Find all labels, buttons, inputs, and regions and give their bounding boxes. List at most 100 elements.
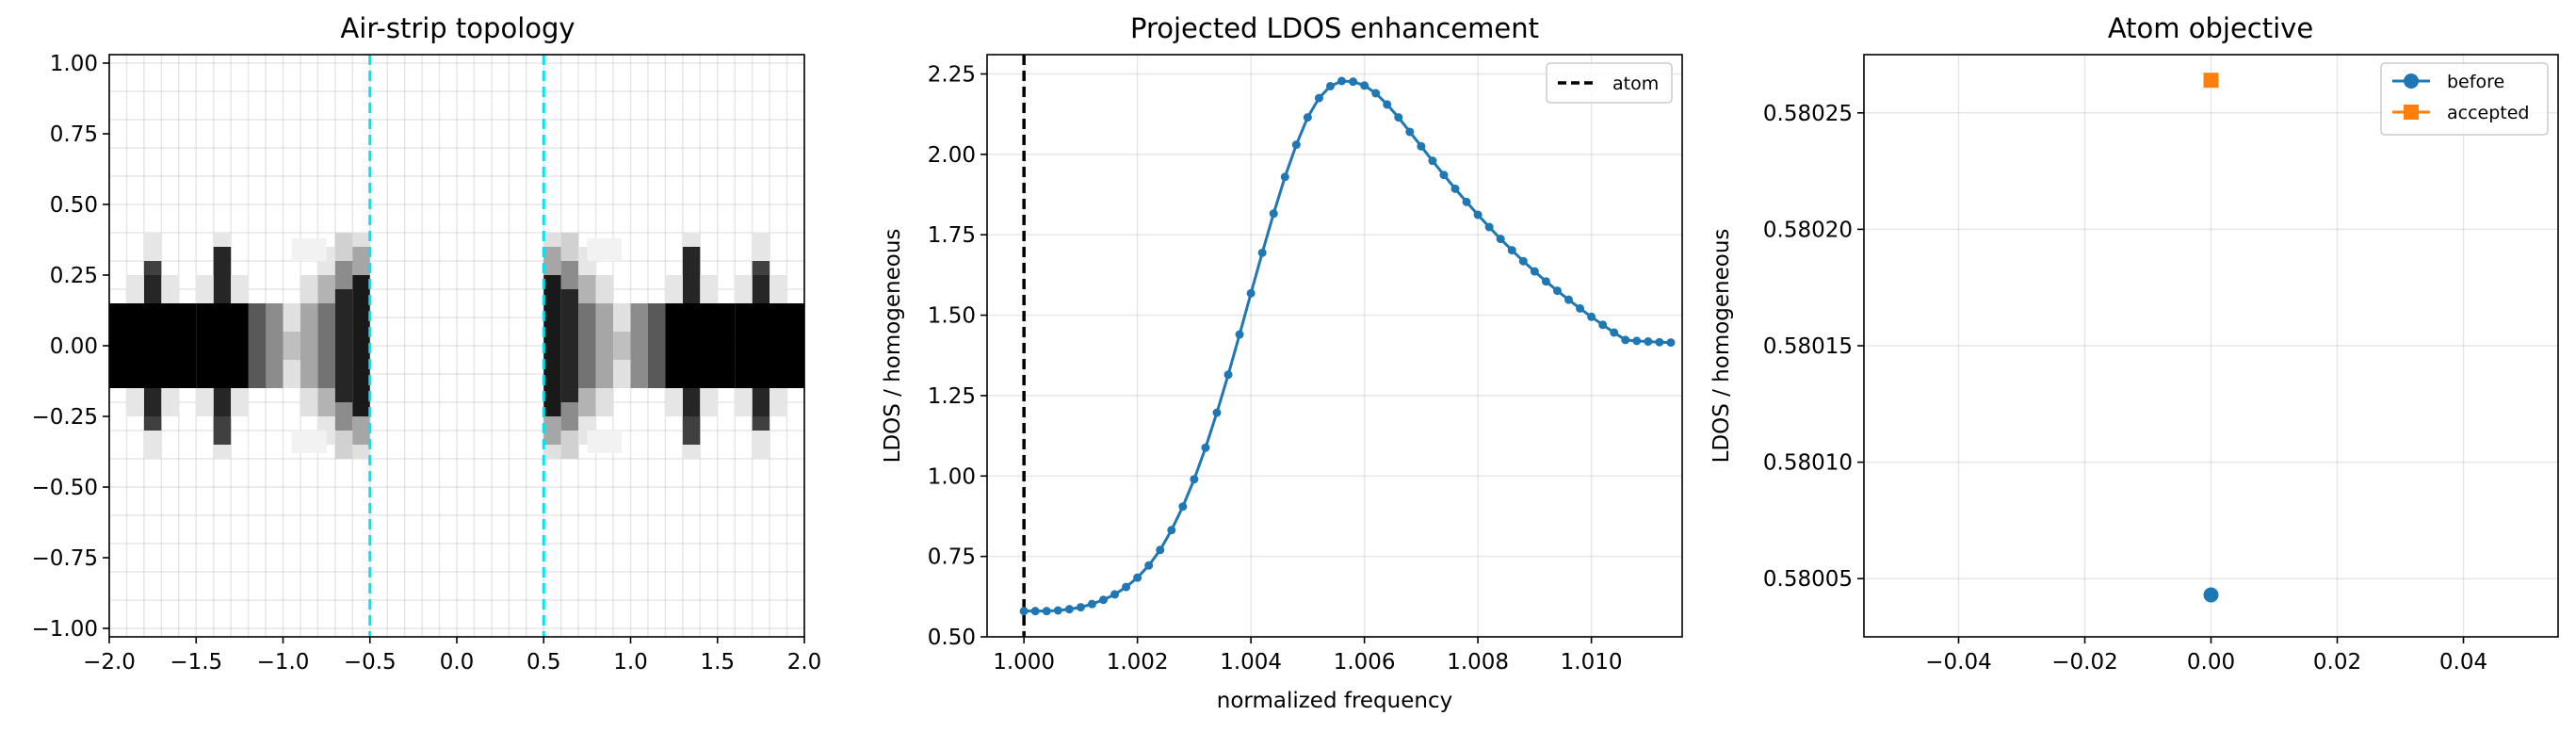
y-tick-label: −0.50 — [32, 476, 98, 500]
heatmap-cell — [317, 388, 335, 416]
data-point — [1587, 312, 1596, 321]
legend-accepted-marker — [2404, 105, 2419, 120]
y-tick-label: 0.00 — [50, 334, 98, 359]
data-point — [1462, 197, 1471, 206]
x-tick-label: 2.0 — [787, 650, 822, 675]
heatmap-cell — [543, 275, 561, 416]
y-tick-label: 0.25 — [50, 264, 98, 288]
y-tick-label: 0.58020 — [1763, 218, 1853, 242]
heatmap-cells — [109, 233, 804, 459]
data-point — [1087, 599, 1096, 609]
heatmap-cell — [231, 275, 249, 303]
heatmap-cell — [266, 303, 284, 388]
heatmap-cell — [291, 238, 327, 261]
x-tick-label: 1.008 — [1447, 650, 1509, 675]
data-point — [1325, 81, 1335, 90]
y-tick-label: 2.00 — [928, 143, 976, 168]
heatmap-cell — [334, 261, 353, 289]
x-tick-label: 1.006 — [1334, 650, 1396, 675]
strip-boundary-lines — [368, 55, 545, 637]
y-tick-label: 0.75 — [50, 122, 98, 147]
data-point — [1030, 607, 1040, 616]
y-tick-label: −0.75 — [32, 546, 98, 571]
heatmap-cell — [560, 261, 579, 289]
series-line — [1024, 79, 1671, 613]
legend-before-marker — [2404, 73, 2419, 89]
data-point — [1235, 330, 1244, 339]
data-point — [1405, 127, 1415, 137]
x-axis-ticks: 1.000 1.002 1.004 1.006 1.008 1.010 — [993, 637, 1623, 675]
x-tick-label: 0.0 — [440, 650, 475, 675]
objective-points — [2203, 73, 2219, 603]
heatmap-cell — [665, 275, 683, 303]
x-tick-label: 1.004 — [1220, 650, 1282, 675]
heatmap-cell — [334, 289, 353, 402]
x-tick-label: 1.0 — [613, 650, 648, 675]
x-axis-ticks: −0.04 −0.02 0.00 0.02 0.04 — [1925, 637, 2487, 675]
data-point — [1178, 502, 1188, 512]
data-point — [1099, 595, 1109, 605]
chart-title: Projected LDOS enhancement — [1130, 12, 1539, 44]
heatmap-cell — [752, 275, 770, 303]
data-point — [1269, 209, 1278, 219]
heatmap-cell — [352, 275, 370, 416]
legend-before-label: before — [2447, 72, 2504, 92]
heatmap-cell — [334, 233, 353, 261]
heatmap-cell — [317, 275, 335, 303]
heatmap-cell — [213, 247, 232, 303]
x-tick-label: 1.5 — [700, 650, 735, 675]
heatmap-cell — [560, 233, 579, 261]
data-point — [1383, 100, 1392, 109]
y-axis-label: LDOS / homogeneous — [1709, 229, 1734, 464]
point-before — [2203, 587, 2219, 603]
data-point — [1518, 256, 1528, 266]
data-point — [1064, 605, 1074, 614]
heatmap-cell — [126, 388, 144, 416]
heatmap-cell — [283, 360, 300, 388]
heatmap-cell — [595, 388, 614, 416]
heatmap-cell — [735, 388, 753, 416]
data-point — [1019, 607, 1029, 616]
heatmap-cell — [231, 388, 249, 416]
data-point — [1280, 172, 1289, 182]
heatmap-cell — [613, 360, 631, 388]
x-tick-label: −2.0 — [83, 650, 136, 675]
data-point — [1428, 156, 1437, 166]
data-point — [1190, 475, 1199, 484]
heatmap-cell — [682, 233, 701, 247]
data-point — [1621, 335, 1630, 345]
y-axis-ticks: 0.58005 0.58010 0.58015 0.58020 0.58025 — [1763, 102, 1864, 592]
heatmap-cell — [665, 388, 683, 416]
y-tick-label: 1.75 — [928, 223, 976, 248]
heatmap-cell — [543, 445, 561, 459]
data-point — [1644, 337, 1653, 347]
x-tick-label: 0.02 — [2313, 650, 2361, 675]
data-point — [1122, 582, 1131, 592]
heatmap-cell — [143, 416, 162, 431]
heatmap-cell — [752, 431, 770, 459]
heatmap-cell — [682, 247, 701, 303]
heatmap-cell — [560, 402, 579, 431]
data-point — [1666, 338, 1676, 348]
x-tick-label: −0.02 — [2051, 650, 2117, 675]
x-tick-label: 0.04 — [2439, 650, 2487, 675]
y-tick-label: 0.50 — [928, 626, 976, 650]
x-tick-label: 1.010 — [1561, 650, 1623, 675]
legend-accepted-label: accepted — [2447, 103, 2530, 123]
y-tick-label: 1.25 — [928, 384, 976, 409]
data-point — [1133, 573, 1142, 582]
data-point — [1291, 140, 1301, 150]
y-tick-label: 0.58010 — [1763, 451, 1853, 476]
heatmap-cell — [543, 416, 561, 445]
heatmap-cell — [578, 275, 596, 303]
chart-title: Atom objective — [2108, 12, 2313, 44]
heatmap-cell — [352, 233, 370, 247]
heatmap-cell — [560, 431, 579, 459]
heatmap-cell — [161, 275, 179, 303]
heatmap-cell — [578, 303, 596, 388]
y-tick-label: 2.25 — [928, 62, 976, 87]
heatmap-cell — [587, 238, 623, 261]
heatmap-cell — [682, 416, 701, 445]
x-tick-label: −1.0 — [257, 650, 310, 675]
data-point — [1564, 295, 1574, 304]
